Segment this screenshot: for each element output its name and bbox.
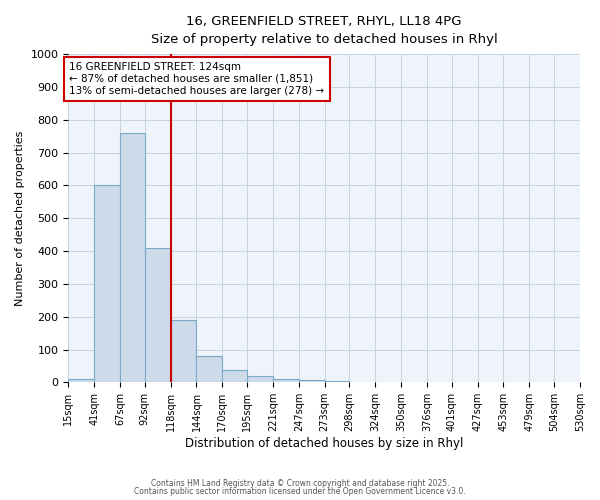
Bar bbox=[299, 380, 325, 382]
Bar bbox=[170, 320, 196, 382]
Y-axis label: Number of detached properties: Number of detached properties bbox=[15, 130, 25, 306]
Bar bbox=[145, 248, 170, 382]
Bar bbox=[325, 380, 349, 382]
Bar bbox=[273, 379, 299, 382]
Text: Contains public sector information licensed under the Open Government Licence v3: Contains public sector information licen… bbox=[134, 488, 466, 496]
Bar bbox=[247, 376, 273, 382]
Text: Contains HM Land Registry data © Crown copyright and database right 2025.: Contains HM Land Registry data © Crown c… bbox=[151, 478, 449, 488]
Bar bbox=[120, 133, 145, 382]
Bar bbox=[68, 379, 94, 382]
Bar bbox=[94, 186, 120, 382]
X-axis label: Distribution of detached houses by size in Rhyl: Distribution of detached houses by size … bbox=[185, 437, 463, 450]
Text: 16 GREENFIELD STREET: 124sqm
← 87% of detached houses are smaller (1,851)
13% of: 16 GREENFIELD STREET: 124sqm ← 87% of de… bbox=[69, 62, 325, 96]
Title: 16, GREENFIELD STREET, RHYL, LL18 4PG
Size of property relative to detached hous: 16, GREENFIELD STREET, RHYL, LL18 4PG Si… bbox=[151, 15, 497, 46]
Bar bbox=[196, 356, 222, 382]
Bar bbox=[222, 370, 247, 382]
